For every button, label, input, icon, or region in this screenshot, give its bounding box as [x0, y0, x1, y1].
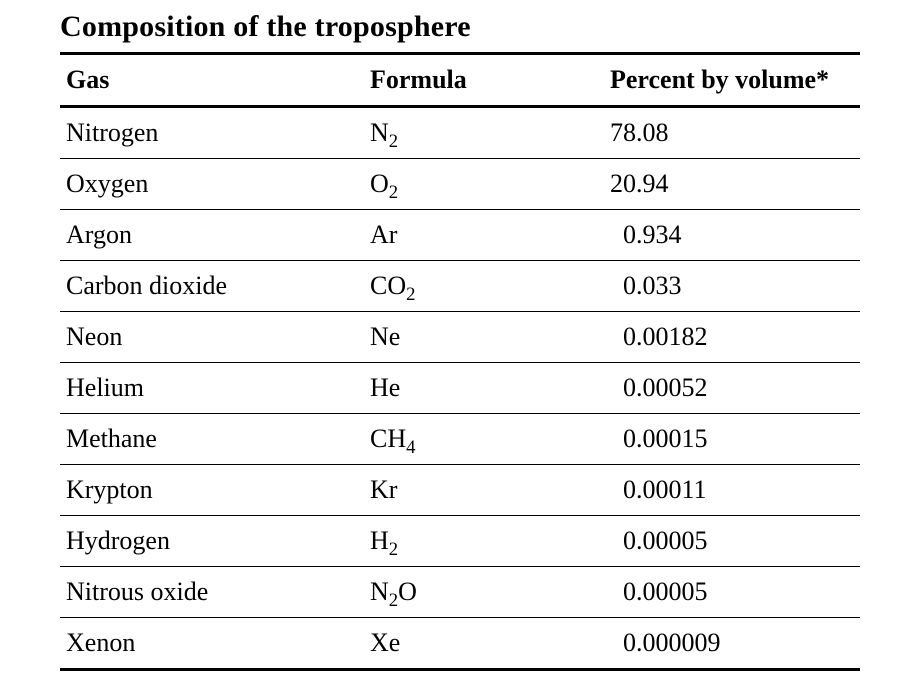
formula-base: H: [370, 526, 389, 555]
table-row: Carbon dioxide CO2 0.033: [60, 261, 860, 312]
table-body: Nitrogen N2 78.08 Oxygen O2 20.94 Argon …: [60, 107, 860, 670]
cell-gas: Xenon: [60, 618, 364, 670]
col-header-gas: Gas: [60, 54, 364, 107]
cell-percent: 20.94: [604, 159, 860, 210]
cell-gas: Methane: [60, 414, 364, 465]
cell-formula: He: [364, 363, 604, 414]
cell-formula: N2: [364, 107, 604, 159]
cell-gas: Nitrogen: [60, 107, 364, 159]
formula-base: Xe: [370, 628, 400, 657]
col-header-percent: Percent by volume*: [604, 54, 860, 107]
formula-sub: 2: [389, 590, 398, 611]
table-row: Nitrous oxide N2O 0.00005: [60, 567, 860, 618]
formula-base: CO: [370, 271, 406, 300]
formula-base: Ar: [370, 220, 397, 249]
cell-gas: Hydrogen: [60, 516, 364, 567]
cell-formula: Ne: [364, 312, 604, 363]
cell-gas: Nitrous oxide: [60, 567, 364, 618]
cell-formula: Kr: [364, 465, 604, 516]
table-row: Hydrogen H2 0.00005: [60, 516, 860, 567]
cell-percent: 0.00015: [604, 414, 860, 465]
formula-base: Ne: [370, 322, 400, 351]
cell-gas: Neon: [60, 312, 364, 363]
table-row: Neon Ne 0.00182: [60, 312, 860, 363]
formula-sub: 4: [406, 437, 415, 458]
formula-sub: 2: [389, 131, 398, 152]
cell-percent: 0.00011: [604, 465, 860, 516]
cell-percent: 0.000009: [604, 618, 860, 670]
cell-percent: 0.033: [604, 261, 860, 312]
cell-percent: 0.00005: [604, 567, 860, 618]
cell-formula: Ar: [364, 210, 604, 261]
table-row: Helium He 0.00052: [60, 363, 860, 414]
cell-formula: H2: [364, 516, 604, 567]
cell-percent: 0.00005: [604, 516, 860, 567]
formula-base: He: [370, 373, 400, 402]
cell-gas: Oxygen: [60, 159, 364, 210]
composition-table: Gas Formula Percent by volume* Nitrogen …: [60, 52, 860, 671]
cell-formula: N2O: [364, 567, 604, 618]
cell-gas: Krypton: [60, 465, 364, 516]
col-header-formula: Formula: [364, 54, 604, 107]
page: Composition of the troposphere Gas Formu…: [0, 0, 920, 690]
table-title: Composition of the troposphere: [60, 10, 860, 44]
table-row: Xenon Xe 0.000009: [60, 618, 860, 670]
cell-percent: 78.08: [604, 107, 860, 159]
formula-base: N: [370, 577, 389, 606]
table-row: Krypton Kr 0.00011: [60, 465, 860, 516]
cell-percent: 0.00182: [604, 312, 860, 363]
cell-gas: Argon: [60, 210, 364, 261]
formula-sub: 2: [389, 539, 398, 560]
cell-gas: Helium: [60, 363, 364, 414]
formula-base: CH: [370, 424, 406, 453]
header-row: Gas Formula Percent by volume*: [60, 54, 860, 107]
cell-formula: Xe: [364, 618, 604, 670]
table-row: Nitrogen N2 78.08: [60, 107, 860, 159]
formula-base: N: [370, 118, 389, 147]
formula-base: O: [370, 169, 389, 198]
formula-sub: 2: [389, 182, 398, 203]
formula-tail: O: [398, 577, 417, 606]
cell-percent: 0.934: [604, 210, 860, 261]
formula-base: Kr: [370, 475, 397, 504]
cell-formula: CH4: [364, 414, 604, 465]
table-row: Oxygen O2 20.94: [60, 159, 860, 210]
cell-formula: CO2: [364, 261, 604, 312]
table-row: Argon Ar 0.934: [60, 210, 860, 261]
cell-gas: Carbon dioxide: [60, 261, 364, 312]
formula-sub: 2: [406, 284, 415, 305]
table-row: Methane CH4 0.00015: [60, 414, 860, 465]
cell-percent: 0.00052: [604, 363, 860, 414]
cell-formula: O2: [364, 159, 604, 210]
